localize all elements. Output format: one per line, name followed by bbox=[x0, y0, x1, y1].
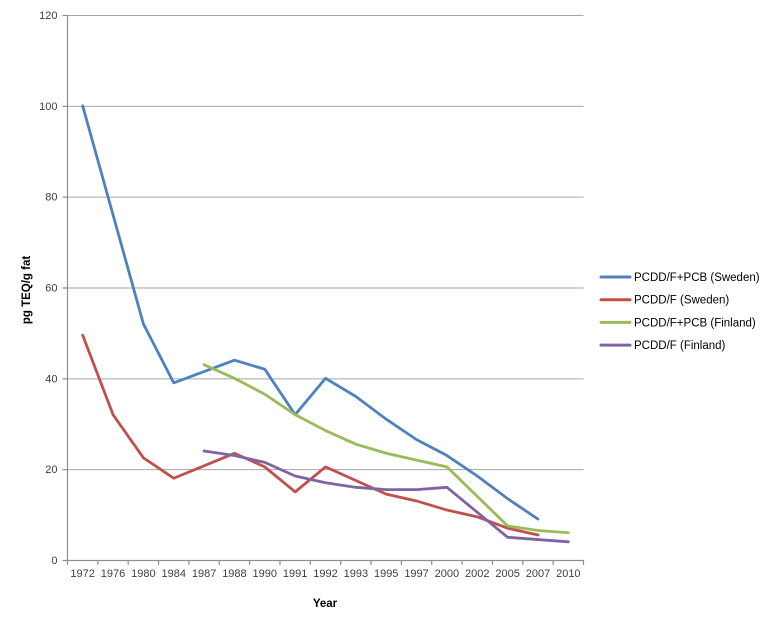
y-tick-label: 20 bbox=[45, 464, 57, 476]
x-tick-label: 1976 bbox=[101, 568, 125, 580]
y-tick-label: 40 bbox=[45, 373, 57, 385]
x-tick-label: 1988 bbox=[222, 568, 246, 580]
x-tick-label: 1992 bbox=[313, 568, 337, 580]
y-tick-label: 100 bbox=[39, 101, 57, 113]
x-tick-label: 1972 bbox=[70, 568, 94, 580]
x-tick-label: 2002 bbox=[465, 568, 489, 580]
legend-item: PCDD/F+PCB (Finland) bbox=[599, 317, 756, 329]
x-axis-title: Year bbox=[312, 598, 338, 610]
series-line-pcdd-f-pcb-finland bbox=[202, 363, 570, 535]
legend-label: PCDD/F (Finland) bbox=[634, 340, 726, 352]
series-line-pcdd-f-finland bbox=[202, 449, 570, 544]
series-line-pcdd-f-sweden bbox=[81, 333, 540, 537]
series-line-pcdd-f-pcb-sweden bbox=[81, 104, 540, 521]
y-tick-label: 0 bbox=[51, 555, 57, 567]
x-tick-label: 2007 bbox=[526, 568, 550, 580]
y-axis-title: pg TEQ/g fat bbox=[21, 255, 33, 325]
legend-label: PCDD/F+PCB (Sweden) bbox=[634, 272, 760, 284]
y-tick-label: 120 bbox=[39, 10, 57, 22]
x-tick-label: 1984 bbox=[161, 568, 185, 580]
y-tick-label: 60 bbox=[45, 283, 57, 295]
legend-item: PCDD/F+PCB (Sweden) bbox=[599, 272, 760, 284]
x-tick-label: 1990 bbox=[253, 568, 277, 580]
legend: PCDD/F+PCB (Sweden) PCDD/F (Sweden) PCDD/F… bbox=[599, 272, 760, 352]
x-tick-label: 1993 bbox=[344, 568, 368, 580]
x-tick-label: 1991 bbox=[283, 568, 307, 580]
legend-item: PCDD/F (Finland) bbox=[599, 340, 726, 352]
x-tick-label: 1995 bbox=[374, 568, 398, 580]
y-tick-label: 80 bbox=[45, 192, 57, 204]
x-tick-label: 1980 bbox=[131, 568, 155, 580]
legend-label: PCDD/F+PCB (Finland) bbox=[634, 317, 756, 329]
legend-item: PCDD/F (Sweden) bbox=[599, 295, 729, 307]
legend-label: PCDD/F (Sweden) bbox=[634, 295, 729, 307]
x-tick-label: 1997 bbox=[404, 568, 428, 580]
x-tick-label: 2000 bbox=[435, 568, 459, 580]
x-tick-label: 1987 bbox=[192, 568, 216, 580]
x-tick-label: 2010 bbox=[556, 568, 580, 580]
x-tick-label: 2005 bbox=[495, 568, 519, 580]
